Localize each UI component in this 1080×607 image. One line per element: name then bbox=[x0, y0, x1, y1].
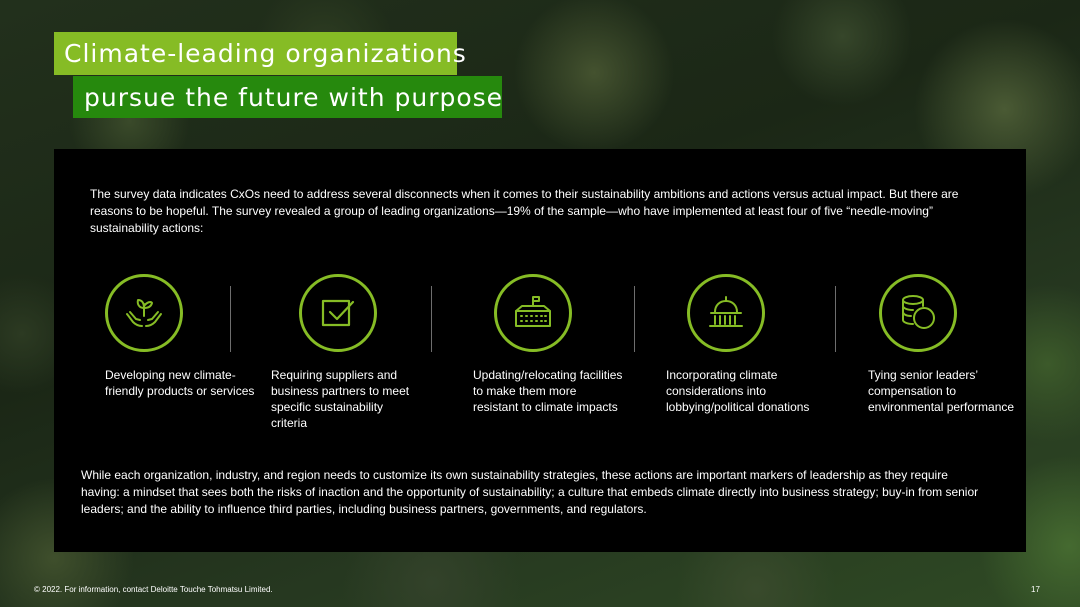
factory-icon bbox=[494, 274, 572, 352]
copyright-footer: © 2022. For information, contact Deloitt… bbox=[34, 585, 273, 594]
capitol-icon bbox=[687, 274, 765, 352]
action-text-suppliers: Requiring suppliers and business partner… bbox=[271, 368, 410, 430]
actions-row: Developing new climate-friendly products… bbox=[54, 269, 1026, 439]
divider bbox=[634, 286, 635, 352]
action-text-products: Developing new climate-friendly products… bbox=[105, 368, 255, 398]
action-text-facilities: Updating/relocating facilities to make t… bbox=[473, 368, 623, 414]
action-text-lobbying: Incorporating climate considerations int… bbox=[666, 368, 810, 414]
divider bbox=[230, 286, 231, 352]
page-number: 17 bbox=[1031, 585, 1040, 594]
coins-icon bbox=[879, 274, 957, 352]
title-line-1: Climate-leading organizations bbox=[54, 32, 466, 75]
action-text-compensation: Tying senior leaders’ compensation to en… bbox=[868, 368, 1015, 414]
title-line-2: pursue the future with purpose bbox=[73, 76, 502, 118]
divider bbox=[835, 286, 836, 352]
intro-text: The survey data indicates CxOs need to a… bbox=[90, 187, 959, 235]
checkbox-icon bbox=[299, 274, 377, 352]
divider bbox=[431, 286, 432, 352]
outro-text: While each organization, industry, and r… bbox=[81, 468, 979, 516]
content-panel: The survey data indicates CxOs need to a… bbox=[54, 149, 1026, 552]
hands-plant-icon bbox=[105, 274, 183, 352]
